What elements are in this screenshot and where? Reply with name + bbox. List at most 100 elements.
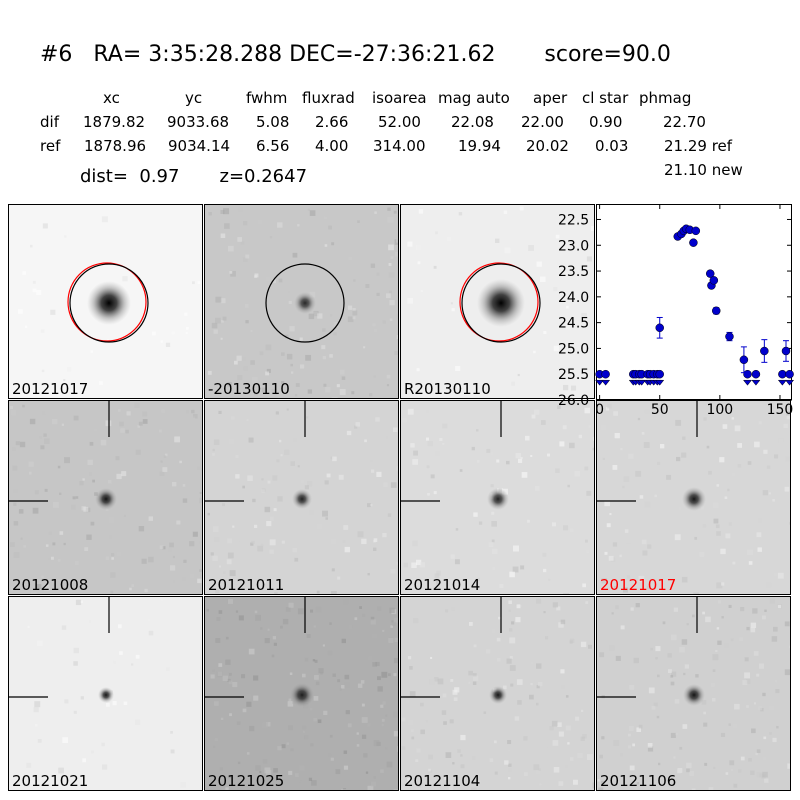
stamp-date-label: 20121011 bbox=[208, 576, 285, 594]
source-blob bbox=[477, 279, 525, 327]
data-point bbox=[725, 332, 734, 341]
cell-clstar: 0.03 bbox=[595, 137, 629, 155]
stamp-date-label: 20121017 bbox=[600, 576, 677, 594]
data-point bbox=[739, 355, 749, 365]
source-blob bbox=[95, 488, 117, 510]
y-tick-label: 26.0 bbox=[558, 393, 589, 409]
cell-yc: 9033.68 bbox=[167, 113, 230, 131]
y-tick-label: 25.0 bbox=[558, 341, 589, 357]
data-point bbox=[760, 346, 769, 356]
cell-magauto: 22.08 bbox=[451, 113, 494, 131]
cell-aper: 20.02 bbox=[526, 137, 569, 155]
aperture-circle bbox=[265, 263, 345, 343]
data-point bbox=[781, 346, 791, 356]
aperture-circle bbox=[69, 263, 149, 343]
source-blob bbox=[290, 683, 314, 707]
source-blob bbox=[292, 489, 312, 509]
source-blob bbox=[294, 292, 316, 314]
stamp-image bbox=[205, 401, 398, 594]
upper-limit-arrow bbox=[742, 379, 753, 386]
col-header-isoarea: isoarea bbox=[372, 89, 427, 107]
cell-yc: 9034.14 bbox=[168, 137, 231, 155]
upper-limit-arrow bbox=[637, 379, 647, 386]
source-blob bbox=[98, 687, 114, 703]
stamp-image bbox=[9, 597, 202, 790]
stamp-date-label: -20130110 bbox=[208, 380, 290, 398]
stamp-image bbox=[597, 401, 790, 594]
row-label: dif bbox=[40, 113, 59, 131]
source-blob bbox=[487, 488, 509, 510]
cell-clstar: 0.90 bbox=[589, 113, 623, 131]
cell-aper: 22.00 bbox=[521, 113, 564, 131]
cell-xc: 1878.96 bbox=[84, 137, 147, 155]
image-stamp: 20121014 bbox=[400, 400, 595, 595]
y-tick-label: 24.0 bbox=[558, 290, 589, 306]
stamp-image bbox=[597, 597, 790, 790]
row-label: ref bbox=[40, 137, 61, 155]
stamp-image bbox=[205, 205, 398, 398]
ref-aperture-circle bbox=[459, 262, 539, 342]
image-stamp: 20121104 bbox=[400, 596, 595, 791]
stamp-image bbox=[9, 205, 202, 398]
col-header-xc: xc bbox=[103, 89, 120, 107]
stamp-date-label: 20121021 bbox=[12, 772, 89, 790]
y-tick-label: 22.5 bbox=[558, 212, 589, 228]
phmag-new: 21.10 new bbox=[664, 161, 743, 179]
light-curve-svg: 22.5 23.0 23.5 24.0 24.5 25.0 25.5 26.0 0 50 100 15… bbox=[558, 204, 795, 418]
col-header-magauto: mag auto bbox=[438, 89, 510, 107]
col-header-aper: aper bbox=[533, 89, 568, 107]
upper-limit-point bbox=[743, 369, 752, 379]
image-stamp: 20121025 bbox=[204, 596, 399, 791]
data-point bbox=[709, 276, 719, 285]
cell-fluxrad: 2.66 bbox=[315, 113, 349, 131]
cell-phmag: 22.70 bbox=[663, 113, 706, 131]
data-point bbox=[689, 238, 698, 247]
image-stamp: 20121017 bbox=[8, 204, 203, 399]
cell-fwhm: 5.08 bbox=[256, 113, 290, 131]
upper-limit-arrow bbox=[777, 379, 787, 386]
x-tick-label: 0 bbox=[595, 402, 604, 418]
upper-limit-point bbox=[751, 369, 761, 379]
image-stamp: 20121021 bbox=[8, 596, 203, 791]
upper-limit-arrow bbox=[785, 379, 795, 386]
stamp-image bbox=[9, 401, 202, 594]
upper-limit-point bbox=[785, 369, 794, 379]
data-point bbox=[705, 269, 715, 278]
light-curve-chart: 22.5 23.0 23.5 24.0 24.5 25.0 25.5 26.0 0 50 100 15… bbox=[558, 204, 795, 418]
upper-limit-arrow bbox=[601, 379, 611, 386]
col-header-yc: yc bbox=[185, 89, 203, 107]
cell-isoarea: 52.00 bbox=[378, 113, 421, 131]
upper-limit-arrow bbox=[595, 379, 605, 386]
data-point bbox=[711, 306, 721, 316]
cell-fwhm: 6.56 bbox=[256, 137, 290, 155]
image-stamp: R20130110 bbox=[400, 204, 595, 399]
stamp-image bbox=[401, 401, 594, 594]
cell-isoarea: 314.00 bbox=[373, 137, 426, 155]
col-header-clstar: cl star bbox=[582, 89, 629, 107]
y-tick-label: 25.5 bbox=[558, 367, 589, 383]
dist-redshift: dist= 0.97 z=0.2647 bbox=[80, 166, 308, 187]
x-tick-label: 100 bbox=[706, 402, 733, 418]
y-tick-label: 23.5 bbox=[558, 264, 589, 280]
x-tick-label: 50 bbox=[651, 402, 669, 418]
data-point bbox=[655, 323, 664, 333]
stamp-image bbox=[205, 597, 398, 790]
source-blob bbox=[489, 686, 507, 704]
image-stamp: 20121106 bbox=[596, 596, 791, 791]
source-blob bbox=[87, 281, 131, 325]
image-stamp: 20121008 bbox=[8, 400, 203, 595]
aperture-circle bbox=[461, 263, 541, 343]
stamp-date-label: 20121008 bbox=[12, 576, 89, 594]
upper-limit-arrow bbox=[751, 379, 761, 386]
source-blob bbox=[682, 487, 706, 511]
col-header-fluxrad: fluxrad bbox=[302, 89, 355, 107]
plot-frame bbox=[596, 204, 792, 400]
stamp-date-label: 20121017 bbox=[12, 380, 89, 398]
stamp-date-label: 20121104 bbox=[404, 772, 481, 790]
ref-aperture-circle bbox=[67, 262, 147, 342]
cell-phmag: 21.29 ref bbox=[664, 137, 733, 155]
upper-limit-point bbox=[778, 369, 787, 379]
stamp-date-label: 20121025 bbox=[208, 772, 285, 790]
cell-xc: 1879.82 bbox=[83, 113, 146, 131]
x-tick-label: 150 bbox=[767, 402, 794, 418]
